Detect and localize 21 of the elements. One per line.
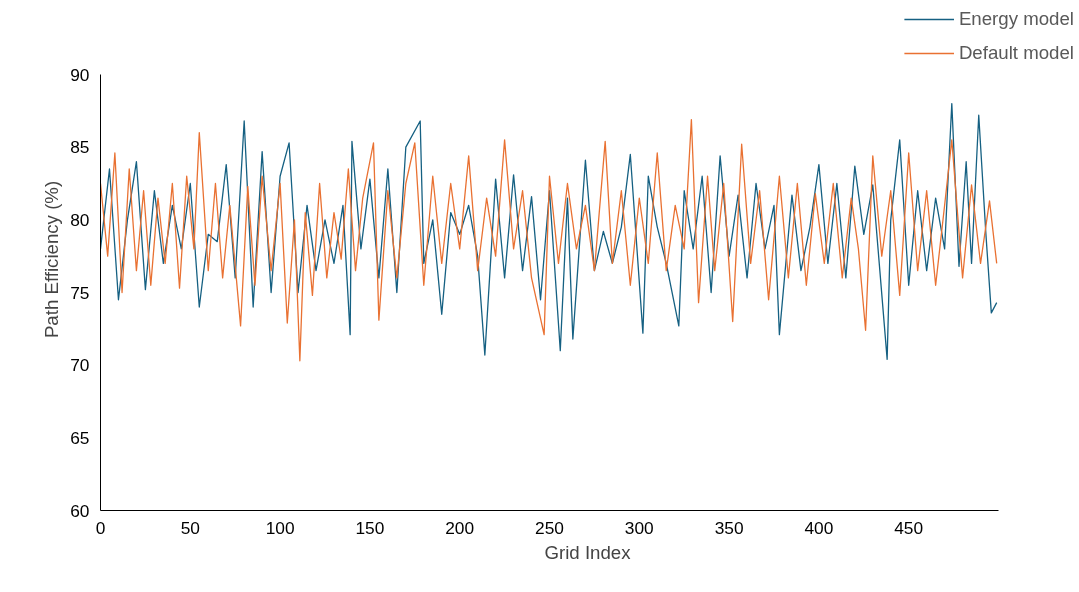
y-axis-title: Path Efficiency (%)	[41, 180, 63, 339]
x-tick-label: 250	[535, 517, 564, 538]
y-tick-label: 65	[70, 427, 90, 448]
x-tick-label: 150	[355, 517, 385, 538]
x-tick-label: 300	[624, 517, 654, 538]
x-tick-label: 0	[95, 517, 106, 538]
legend-label: Energy model	[958, 8, 1074, 30]
y-tick-label: 90	[70, 64, 90, 85]
x-tick-label: 400	[804, 517, 834, 538]
y-tick-label: 70	[70, 355, 90, 376]
x-tick-label: 100	[265, 517, 295, 538]
x-tick-label: 450	[894, 517, 924, 538]
x-tick-label: 50	[180, 517, 200, 538]
y-tick-label: 85	[70, 137, 90, 158]
legend-label: Default model	[958, 42, 1074, 64]
y-tick-label: 80	[70, 209, 90, 230]
y-tick-label: 60	[70, 500, 90, 521]
x-axis-title: Grid Index	[544, 541, 632, 563]
y-tick-label: 75	[70, 282, 90, 303]
x-tick-label: 200	[445, 517, 475, 538]
x-tick-label: 350	[714, 517, 744, 538]
